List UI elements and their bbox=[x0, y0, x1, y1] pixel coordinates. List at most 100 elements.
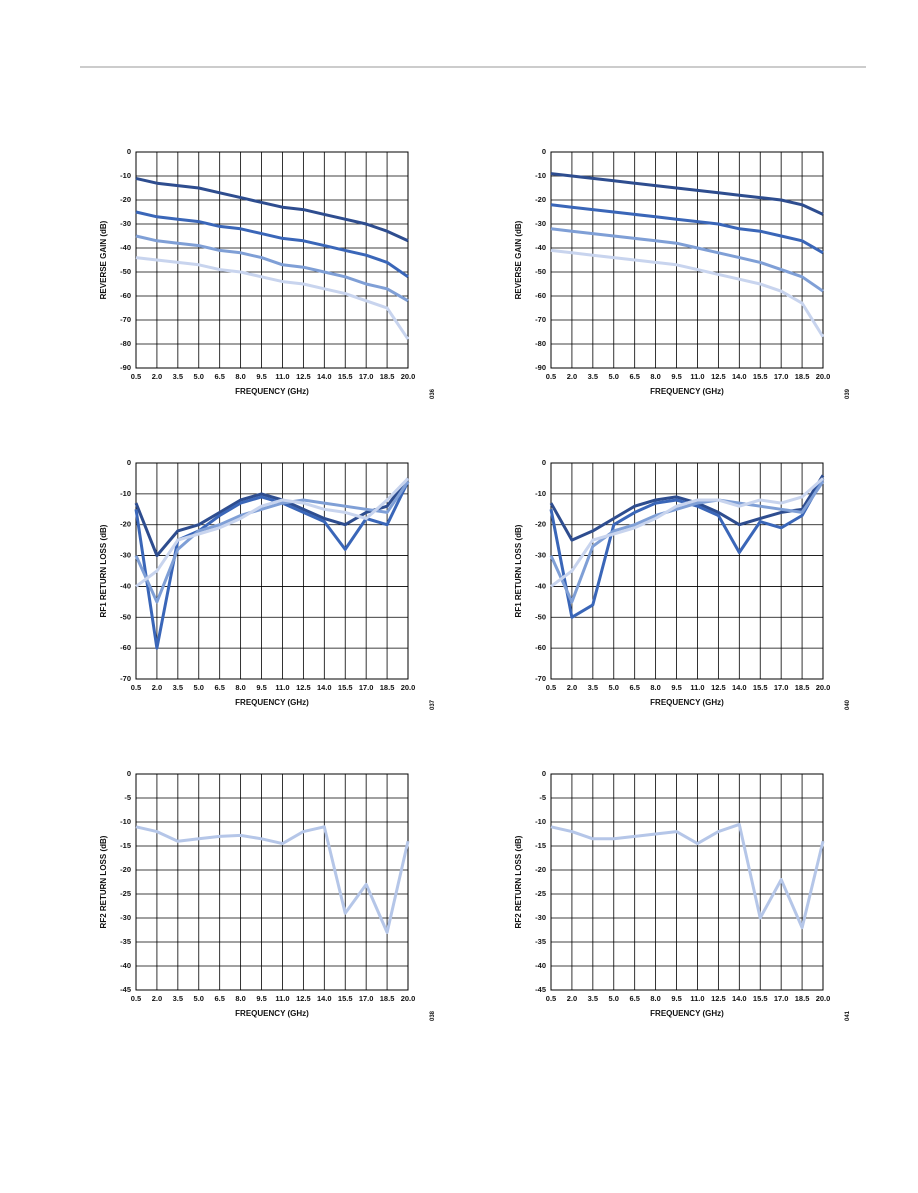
y-tick-label: -20 bbox=[120, 195, 131, 204]
y-tick-label: -70 bbox=[120, 674, 131, 683]
x-tick-label: 6.5 bbox=[214, 683, 224, 692]
y-tick-label: -90 bbox=[535, 363, 546, 372]
figure-id: 040 bbox=[845, 699, 851, 710]
y-tick-label: -80 bbox=[120, 339, 131, 348]
y-tick-label: -15 bbox=[120, 841, 131, 850]
x-tick-label: 15.5 bbox=[753, 372, 768, 381]
x-tick-label: 2.0 bbox=[567, 683, 577, 692]
x-tick-label: 17.0 bbox=[359, 372, 374, 381]
x-tick-label: 8.0 bbox=[650, 683, 660, 692]
x-tick-label: 12.5 bbox=[711, 683, 726, 692]
x-tick-label: 14.0 bbox=[732, 994, 747, 1003]
series-line bbox=[550, 248, 825, 338]
series-line bbox=[135, 234, 409, 303]
y-tick-label: -50 bbox=[120, 612, 131, 621]
x-tick-label: 20.0 bbox=[401, 994, 416, 1003]
y-tick-label: -20 bbox=[535, 195, 546, 204]
x-tick-label: 8.0 bbox=[235, 994, 245, 1003]
y-tick-label: -70 bbox=[535, 674, 546, 683]
y-tick-label: -5 bbox=[124, 793, 131, 802]
y-axis-label: RF2 RETURN LOSS (dB) bbox=[99, 835, 108, 928]
y-tick-label: -40 bbox=[120, 243, 131, 252]
x-tick-label: 14.0 bbox=[317, 683, 332, 692]
y-tick-label: -40 bbox=[120, 961, 131, 970]
x-tick-label: 15.5 bbox=[753, 683, 768, 692]
x-tick-label: 3.5 bbox=[173, 683, 183, 692]
x-tick-label: 2.0 bbox=[567, 994, 577, 1003]
series-line bbox=[550, 477, 824, 588]
y-tick-label: -35 bbox=[120, 937, 131, 946]
series-line bbox=[135, 477, 410, 588]
plot-frame bbox=[135, 462, 409, 680]
y-tick-label: -45 bbox=[535, 985, 546, 994]
x-tick-label: 2.0 bbox=[152, 372, 162, 381]
series-line bbox=[134, 480, 410, 604]
y-tick-label: -40 bbox=[535, 243, 546, 252]
x-tick-label: 20.0 bbox=[816, 994, 831, 1003]
x-tick-label: 8.0 bbox=[650, 994, 660, 1003]
x-tick-label: 8.0 bbox=[235, 372, 245, 381]
plot-frame bbox=[135, 773, 409, 991]
x-tick-label: 15.5 bbox=[338, 372, 353, 381]
x-tick-label: 2.0 bbox=[152, 994, 162, 1003]
y-tick-label: -20 bbox=[535, 865, 546, 874]
x-tick-label: 5.0 bbox=[194, 683, 204, 692]
y-tick-label: -35 bbox=[535, 937, 546, 946]
y-tick-label: -70 bbox=[535, 315, 546, 324]
x-tick-label: 0.5 bbox=[131, 683, 141, 692]
y-tick-label: -20 bbox=[535, 520, 546, 529]
x-tick-label: 15.5 bbox=[338, 683, 353, 692]
y-tick-label: 0 bbox=[127, 458, 131, 467]
x-tick-label: 17.0 bbox=[774, 683, 789, 692]
series-line bbox=[135, 256, 410, 341]
y-tick-label: 0 bbox=[542, 769, 546, 778]
x-tick-label: 20.0 bbox=[816, 683, 831, 692]
x-tick-label: 6.5 bbox=[629, 683, 639, 692]
y-tick-label: -60 bbox=[535, 643, 546, 652]
chart: 0 -10 -20 -30 -40 -50 -60 -700.5 2.0 3.5 5.0 6.5 8.0… bbox=[514, 458, 851, 710]
x-tick-label: 15.5 bbox=[753, 994, 768, 1003]
y-tick-label: -90 bbox=[120, 363, 131, 372]
y-tick-label: -40 bbox=[535, 961, 546, 970]
x-tick-label: 5.0 bbox=[609, 994, 619, 1003]
x-tick-label: 5.0 bbox=[194, 372, 204, 381]
x-tick-label: 0.5 bbox=[546, 372, 556, 381]
x-axis-label: FREQUENCY (GHz) bbox=[650, 698, 724, 707]
x-tick-label: 12.5 bbox=[296, 683, 311, 692]
y-tick-label: -25 bbox=[120, 889, 131, 898]
y-tick-label: -45 bbox=[120, 985, 131, 994]
x-tick-label: 5.0 bbox=[609, 372, 619, 381]
x-tick-label: 20.0 bbox=[401, 683, 416, 692]
x-axis-label: FREQUENCY (GHz) bbox=[235, 1009, 309, 1018]
y-tick-label: -10 bbox=[535, 171, 546, 180]
x-tick-label: 3.5 bbox=[173, 994, 183, 1003]
x-tick-label: 12.5 bbox=[296, 994, 311, 1003]
x-tick-label: 0.5 bbox=[546, 683, 556, 692]
y-tick-label: -40 bbox=[535, 581, 546, 590]
plot-frame bbox=[550, 462, 824, 680]
x-tick-label: 6.5 bbox=[214, 994, 224, 1003]
y-axis-label: REVERSE GAIN (dB) bbox=[514, 220, 523, 299]
y-tick-label: -50 bbox=[120, 267, 131, 276]
y-tick-label: 0 bbox=[127, 769, 131, 778]
y-tick-label: -20 bbox=[120, 520, 131, 529]
y-tick-label: -30 bbox=[120, 913, 131, 922]
y-tick-label: 0 bbox=[542, 147, 546, 156]
x-axis-label: FREQUENCY (GHz) bbox=[650, 387, 724, 396]
x-tick-label: 6.5 bbox=[214, 372, 224, 381]
x-tick-label: 5.0 bbox=[609, 683, 619, 692]
figure-id: 036 bbox=[430, 388, 436, 399]
y-tick-label: -60 bbox=[120, 643, 131, 652]
x-tick-label: 11.0 bbox=[275, 372, 289, 381]
x-tick-label: 9.5 bbox=[671, 683, 681, 692]
y-tick-label: -10 bbox=[120, 817, 131, 826]
x-tick-label: 11.0 bbox=[275, 994, 289, 1003]
figure-id: 041 bbox=[845, 1010, 851, 1021]
series-line bbox=[550, 172, 824, 216]
x-tick-label: 17.0 bbox=[774, 372, 789, 381]
y-axis-label: RF1 RETURN LOSS (dB) bbox=[99, 524, 108, 617]
x-tick-label: 11.0 bbox=[690, 683, 704, 692]
x-tick-label: 14.0 bbox=[732, 372, 747, 381]
y-tick-label: -10 bbox=[535, 817, 546, 826]
